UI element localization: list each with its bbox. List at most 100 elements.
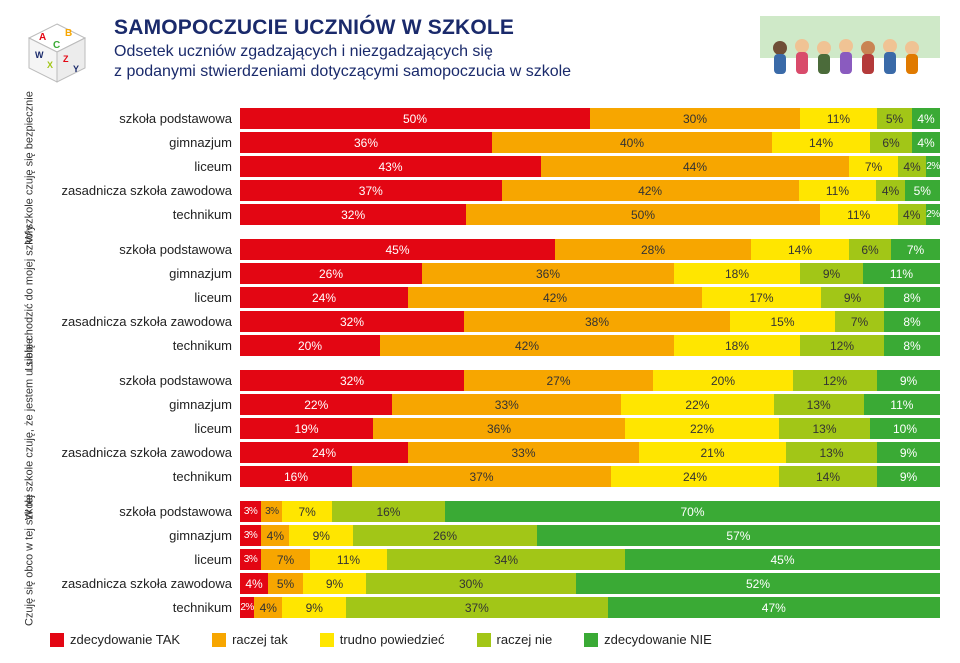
bar-segment: 3% (240, 525, 261, 546)
row-category-label: szkoła podstawowa (40, 242, 240, 257)
bar-segment-value: 15% (770, 315, 794, 329)
legend-swatch-icon (477, 633, 491, 647)
bar-segment: 9% (877, 466, 940, 487)
bar-segment: 4% (898, 156, 926, 177)
group-axis-label-text: Czuję się obco w tej szkole (24, 493, 37, 625)
row-category-label: szkoła podstawowa (40, 504, 240, 519)
bar-segment-value: 42% (515, 339, 539, 353)
bar-segment: 2% (240, 597, 254, 618)
subtitle-line-2: z podanymi stwierdzeniami dotyczącymi sa… (114, 62, 571, 82)
bar-segment-value: 30% (683, 112, 707, 126)
bar-segment: 37% (346, 597, 608, 618)
group-axis-label: W szkole czuję się bezpiecznie (20, 108, 40, 225)
chart-row: gimnazjum22%33%22%13%11% (40, 394, 940, 415)
bar-segment: 11% (799, 180, 877, 201)
legend-swatch-icon (584, 633, 598, 647)
legend-item: zdecydowanie TAK (50, 632, 180, 647)
legend-swatch-icon (320, 633, 334, 647)
bar-segment-value: 26% (319, 267, 343, 281)
bar-segment: 5% (268, 573, 303, 594)
bar-segment: 3% (261, 501, 282, 522)
bar-segment-value: 22% (690, 422, 714, 436)
bar-segment: 14% (779, 466, 877, 487)
stacked-bar: 2%4%9%37%47% (240, 597, 940, 618)
bar-segment: 22% (625, 418, 779, 439)
bar-segment-value: 18% (725, 267, 749, 281)
bar-segment-value: 2% (240, 602, 253, 613)
bar-segment-value: 2% (926, 161, 939, 172)
legend-label: trudno powiedzieć (340, 632, 445, 647)
bar-segment-value: 8% (903, 339, 920, 353)
bar-segment-value: 9% (900, 470, 917, 484)
legend-label: raczej tak (232, 632, 288, 647)
bar-segment-value: 9% (823, 267, 840, 281)
bar-segment-value: 4% (245, 577, 262, 591)
bar-segment-value: 40% (620, 136, 644, 150)
bar-segment-value: 37% (359, 184, 383, 198)
bar-segment: 9% (303, 573, 366, 594)
svg-text:Y: Y (73, 64, 79, 74)
bar-segment-value: 3% (244, 506, 257, 517)
row-category-label: zasadnicza szkoła zawodowa (40, 183, 240, 198)
bar-segment: 14% (751, 239, 849, 260)
bar-segment-value: 32% (341, 208, 365, 222)
stacked-bar: 43%44%7%4%2% (240, 156, 940, 177)
chart-group: W szkole czuję się bezpiecznieszkoła pod… (20, 108, 940, 225)
bar-segment: 4% (912, 108, 940, 129)
bar-segment-value: 13% (807, 398, 831, 412)
stacked-bar: 26% 36% 18% 9% 11% (240, 263, 940, 284)
bar-segment-value: 14% (816, 470, 840, 484)
group-axis-label: Czuję się obco w tej szkole (20, 501, 40, 618)
bar-segment-value: 36% (536, 267, 560, 281)
stacked-bar: 50%30%11%5%4% (240, 108, 940, 129)
bar-segment-value: 57% (726, 529, 750, 543)
bar-segment: 12% (793, 370, 877, 391)
bar-segment: 16% (240, 466, 352, 487)
bar-segment: 11% (863, 263, 940, 284)
chart-row: gimnazjum3%4%9%26%57% (40, 525, 940, 546)
row-category-label: technikum (40, 207, 240, 222)
bar-segment-value: 36% (354, 136, 378, 150)
bar-segment: 7% (849, 156, 898, 177)
row-category-label: szkoła podstawowa (40, 373, 240, 388)
stacked-bar: 3%3%7%16%70% (240, 501, 940, 522)
svg-text:X: X (47, 60, 53, 70)
chart-row: szkoła podstawowa50%30%11%5%4% (40, 108, 940, 129)
bar-segment: 5% (877, 108, 912, 129)
bar-segment: 13% (786, 442, 877, 463)
bar-segment-value: 22% (304, 398, 328, 412)
bar-segment: 4% (240, 573, 268, 594)
bar-segment-value: 9% (900, 374, 917, 388)
bar-segment-value: 50% (403, 112, 427, 126)
people-illustration-icon (760, 16, 940, 85)
bar-segment: 7% (282, 501, 331, 522)
bar-segment-value: 36% (487, 422, 511, 436)
row-category-label: gimnazjum (40, 528, 240, 543)
bar-segment-value: 7% (298, 505, 315, 519)
stacked-bar: 3%7%11%34%45% (240, 549, 940, 570)
bar-segment: 20% (653, 370, 793, 391)
bar-segment: 37% (240, 180, 502, 201)
bar-segment-value: 2% (926, 209, 939, 220)
bar-segment-value: 32% (340, 374, 364, 388)
bar-segment-value: 9% (306, 601, 323, 615)
stacked-bar: 37%42%11%4%5% (240, 180, 940, 201)
bar-segment-value: 11% (890, 398, 913, 412)
bar-segment-value: 47% (762, 601, 786, 615)
svg-text:W: W (35, 50, 44, 60)
bar-segment: 30% (590, 108, 800, 129)
bar-segment-value: 17% (749, 291, 773, 305)
bar-segment: 12% (800, 335, 884, 356)
stacked-bar: 3%4%9%26%57% (240, 525, 940, 546)
bar-segment-value: 10% (893, 422, 917, 436)
group-axis-label: W tej szkole czuję, że jestem u siebie (20, 370, 40, 487)
bar-segment-value: 50% (631, 208, 655, 222)
bar-segment-value: 43% (378, 160, 402, 174)
stacked-bar: 45%28%14%6%7% (240, 239, 940, 260)
chart-row: zasadnicza szkoła zawodowa4%5%9%30%52% (40, 573, 940, 594)
stacked-bar: 32%50%11%4%2% (240, 204, 940, 225)
bar-segment: 16% (332, 501, 445, 522)
bar-segment-value: 9% (313, 529, 330, 543)
bar-segment: 42% (380, 335, 674, 356)
row-category-label: liceum (40, 159, 240, 174)
